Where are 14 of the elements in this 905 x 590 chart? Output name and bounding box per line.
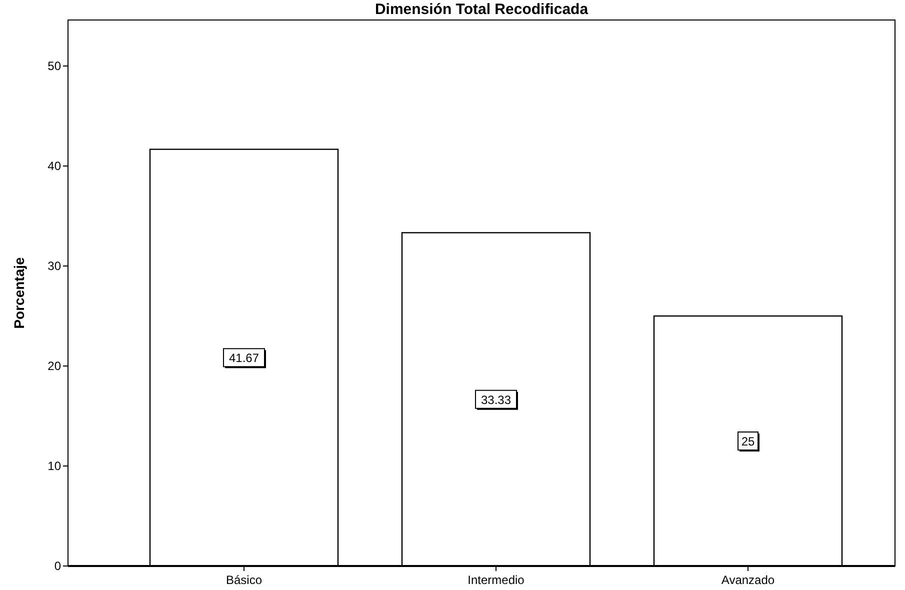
y-tick-label: 30	[48, 259, 62, 273]
y-tick-label: 50	[48, 59, 62, 73]
y-tick-label: 0	[54, 559, 62, 573]
x-tick-label: Avanzado	[721, 573, 775, 587]
data-label: 33.33	[480, 392, 512, 407]
data-label: 41.67	[228, 351, 260, 366]
y-tick-label: 10	[48, 459, 62, 473]
data-label: 25	[741, 434, 755, 448]
chart-title: Dimensión Total Recodificada	[374, 1, 589, 18]
y-tick-label: 20	[48, 359, 62, 373]
x-tick-label: Intermedio	[468, 573, 525, 587]
x-tick-label: Básico	[226, 573, 262, 587]
y-axis-title: Porcentaje	[11, 256, 27, 329]
y-tick-label: 40	[48, 159, 62, 173]
